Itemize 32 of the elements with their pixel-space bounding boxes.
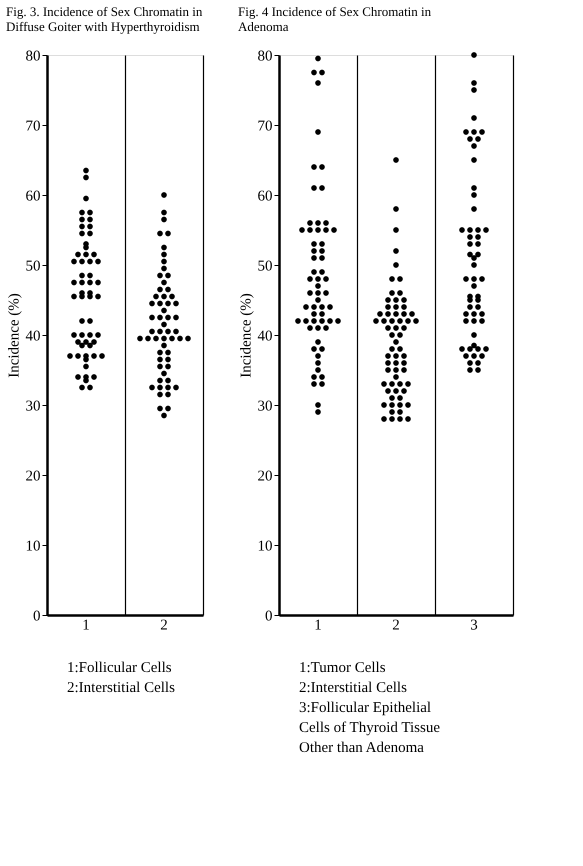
y-axis-title: Incidence (%) [238,293,254,378]
x-tick-label: 1 [82,618,90,634]
y-tick-label: 10 [258,538,272,554]
y-tick-label: 50 [26,258,40,274]
x-tick-label: 2 [392,618,400,634]
y-tick-label: 60 [26,188,40,204]
x-tick-label: 3 [470,618,478,634]
y-tick-label: 10 [26,538,40,554]
text: 2:Interstitial Cells [299,680,408,696]
y-tick-label: 20 [258,468,272,484]
y-axis-title: Incidence (%) [6,293,22,378]
chart-title: Fig. 3. Incidence of Sex Chromatin in Diffuse Goiter with Hyperthyroidism [6,4,203,34]
y-tick-label: 40 [26,328,40,344]
text: 1:Follicular Cells [67,660,172,676]
text: 2:Interstitial Cells [67,680,176,696]
text: 3:Follicular Epithelial Cells of Thyroid Tissue Other than Adenoma [299,700,440,756]
y-tick-label: 70 [258,118,272,134]
y-tick-label: 70 [26,118,40,134]
y-tick-label: 80 [26,48,40,64]
y-tick-label: 30 [258,398,272,414]
chart-title: Fig. 4 Incidence of Sex Chromatin in Adenoma [238,4,432,34]
y-tick-label: 30 [26,398,40,414]
y-tick-label: 40 [258,328,272,344]
y-tick-label: 0 [265,608,272,624]
y-tick-label: 0 [33,608,40,624]
y-tick-label: 50 [258,258,272,274]
y-tick-label: 80 [258,48,272,64]
y-tick-label: 20 [26,468,40,484]
x-tick-label: 1 [314,618,322,634]
x-tick-label: 2 [160,618,168,634]
y-tick-label: 60 [258,188,272,204]
text: 1:Tumor Cells [299,660,386,676]
